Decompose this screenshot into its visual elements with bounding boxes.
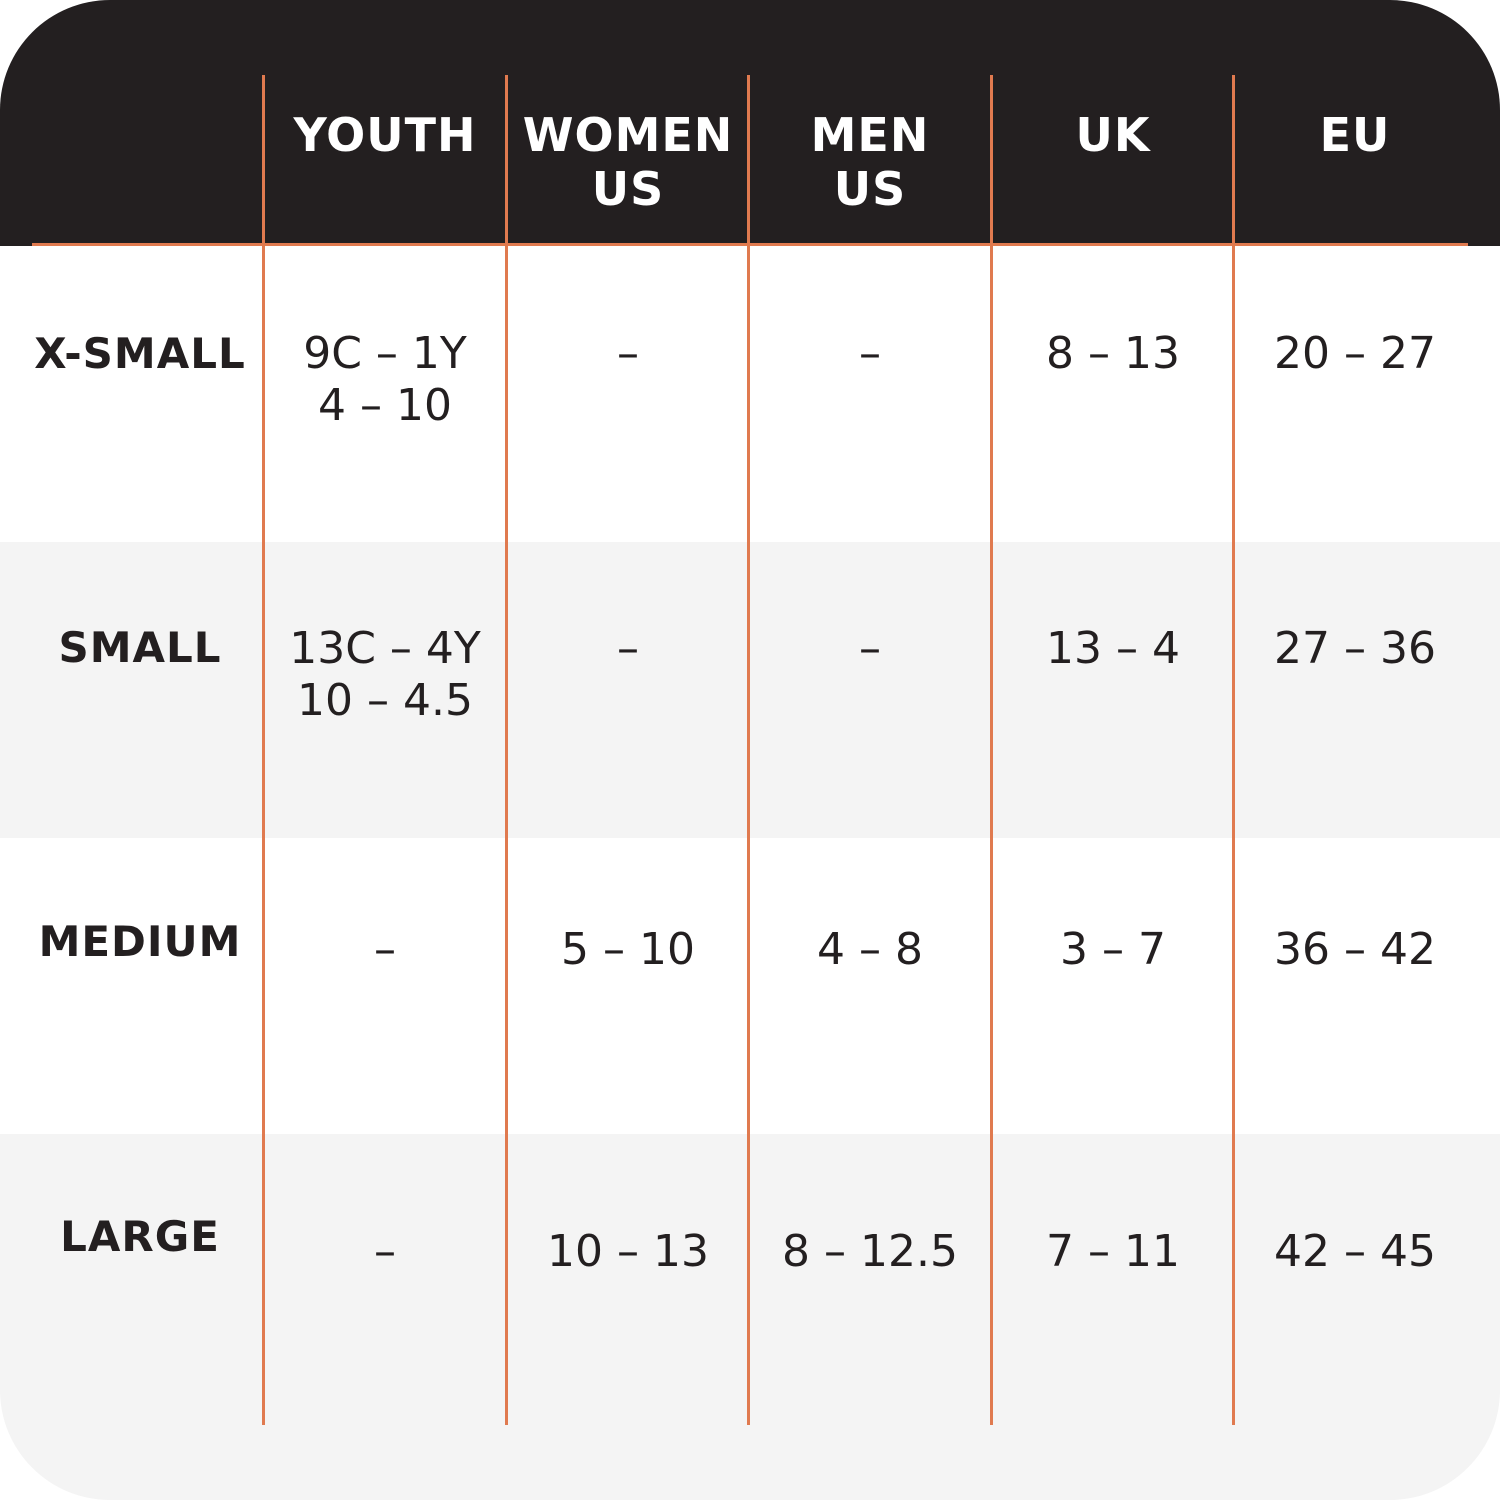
cell-line: – <box>374 924 396 975</box>
column-header-women-us: WOMEN US <box>507 108 749 216</box>
cell-line: – <box>859 623 881 674</box>
cell-line: 5 – 10 <box>561 924 695 975</box>
row-background-xsmall <box>0 246 1500 542</box>
row-label-xsmall: X-SMALL <box>34 329 246 378</box>
table-cell: 36 – 42 <box>1234 924 1476 976</box>
cell-line: 10 – 4.5 <box>297 675 473 726</box>
table-cell: 3 – 7 <box>992 924 1234 976</box>
table-cell: – <box>507 623 749 675</box>
column-header-line: WOMEN <box>522 108 734 162</box>
column-header-eu: EU <box>1234 108 1476 162</box>
table-cell: – <box>749 328 991 380</box>
table-cell: – <box>749 623 991 675</box>
row-label-medium: MEDIUM <box>38 917 242 966</box>
column-divider <box>990 75 993 1425</box>
table-cell: 8 – 12.5 <box>749 1226 991 1278</box>
table-cell: 10 – 13 <box>507 1226 749 1278</box>
cell-line: 4 – 8 <box>817 924 923 975</box>
table-cell: – <box>264 924 506 976</box>
table-cell: 13C – 4Y 10 – 4.5 <box>264 623 506 727</box>
table-cell: 9C – 1Y 4 – 10 <box>264 328 506 432</box>
column-divider <box>505 75 508 1425</box>
column-divider <box>1232 75 1235 1425</box>
cell-line: – <box>859 328 881 379</box>
cell-line: 13 – 4 <box>1046 623 1180 674</box>
table-cell: 8 – 13 <box>992 328 1234 380</box>
column-header-line: UK <box>1075 108 1151 162</box>
cell-line: 42 – 45 <box>1274 1226 1436 1277</box>
column-header-line: US <box>591 162 665 216</box>
column-header-line: MEN <box>810 108 930 162</box>
cell-line: 9C – 1Y <box>303 328 467 379</box>
column-header-youth: YOUTH <box>264 108 506 162</box>
cell-line: 27 – 36 <box>1274 623 1436 674</box>
cell-line: 13C – 4Y <box>289 623 481 674</box>
cell-line: – <box>617 623 639 674</box>
cell-line: 4 – 10 <box>318 380 452 431</box>
table-cell: 5 – 10 <box>507 924 749 976</box>
table-cell: 42 – 45 <box>1234 1226 1476 1278</box>
table-cell: – <box>507 328 749 380</box>
column-header-line: US <box>833 162 907 216</box>
cell-line: 20 – 27 <box>1274 328 1436 379</box>
row-label-large: LARGE <box>60 1212 220 1261</box>
column-divider <box>262 75 265 1425</box>
row-background-medium <box>0 838 1500 1134</box>
cell-line: 10 – 13 <box>547 1226 709 1277</box>
row-background-large <box>0 1134 1500 1500</box>
cell-line: – <box>617 328 639 379</box>
cell-line: 8 – 12.5 <box>782 1226 958 1277</box>
header-band <box>0 0 1500 246</box>
table-cell: 4 – 8 <box>749 924 991 976</box>
column-header-line: YOUTH <box>293 108 477 162</box>
cell-line: 8 – 13 <box>1046 328 1180 379</box>
column-header-uk: UK <box>992 108 1234 162</box>
row-background-small <box>0 542 1500 838</box>
column-header-line: EU <box>1319 108 1391 162</box>
table-cell: – <box>264 1226 506 1278</box>
table-cell: 13 – 4 <box>992 623 1234 675</box>
cell-line: 3 – 7 <box>1060 924 1166 975</box>
table-cell: 27 – 36 <box>1234 623 1476 675</box>
table-cell: 20 – 27 <box>1234 328 1476 380</box>
column-divider <box>747 75 750 1425</box>
cell-line: – <box>374 1226 396 1277</box>
table-cell: 7 – 11 <box>992 1226 1234 1278</box>
column-header-men-us: MEN US <box>749 108 991 216</box>
row-label-small: SMALL <box>58 623 222 672</box>
cell-line: 7 – 11 <box>1046 1226 1180 1277</box>
header-divider <box>32 243 1468 246</box>
cell-line: 36 – 42 <box>1274 924 1436 975</box>
